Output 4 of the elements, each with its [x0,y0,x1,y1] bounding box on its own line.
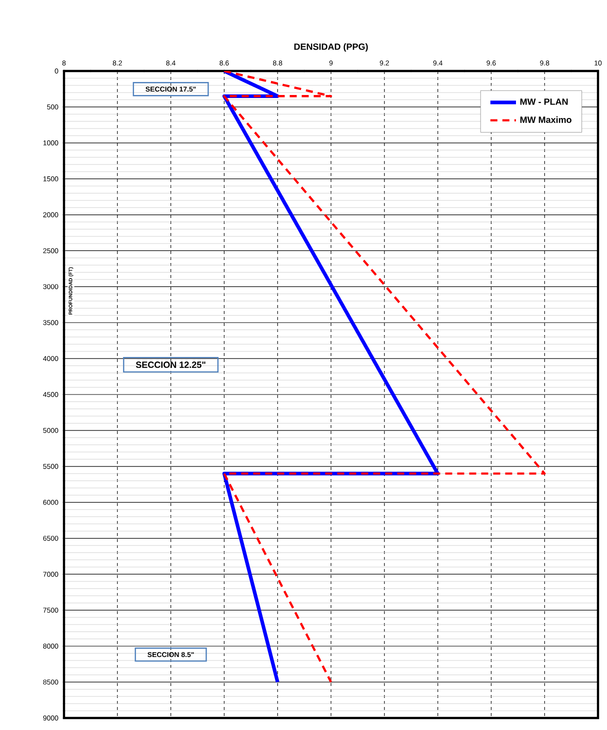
annotation: SECCION 12.25" [136,362,206,368]
legend-label: MW Maximo [520,116,572,123]
legend-label: MW - PLAN [520,98,568,105]
x-axis-title: DENSIDAD (PPG) [294,43,368,52]
